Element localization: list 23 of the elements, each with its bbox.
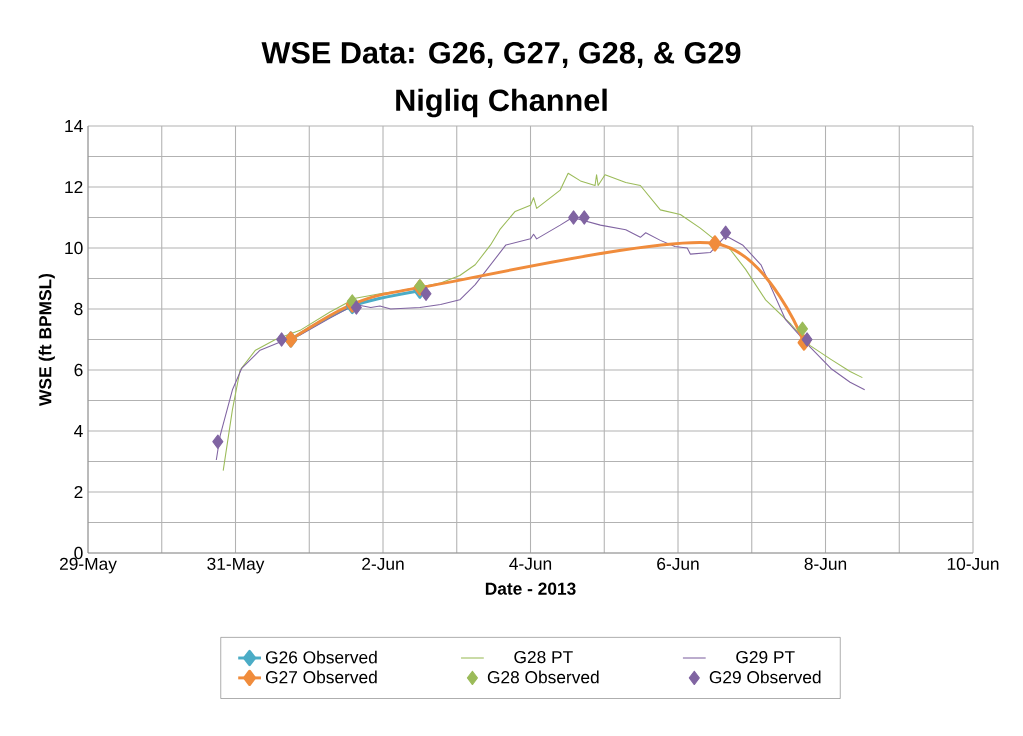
legend-label: G28 PT bbox=[514, 650, 573, 664]
x-tick-label: 4-Jun bbox=[509, 557, 552, 570]
legend-label: G28 Observed bbox=[487, 670, 599, 684]
y-tick-label: 6 bbox=[74, 363, 83, 377]
y-tick-label: 2 bbox=[74, 485, 83, 499]
legend-label: G26 Observed bbox=[265, 650, 377, 664]
chart-title: WSE Data: G26, G27, G28, & G29 bbox=[261, 41, 741, 69]
legend-label: G27 Observed bbox=[265, 670, 377, 684]
legend-label: G29 PT bbox=[736, 650, 795, 664]
x-tick-label: 10-Jun bbox=[947, 557, 999, 570]
y-tick-label: 10 bbox=[65, 241, 83, 255]
y-axis-title: WSE (ft BPMSL) bbox=[38, 273, 55, 406]
y-tick-label: 14 bbox=[65, 120, 83, 132]
y-tick-label: 4 bbox=[74, 425, 83, 437]
y-tick-label: 8 bbox=[74, 302, 83, 316]
x-axis-title: Date - 2013 bbox=[485, 582, 576, 595]
x-tick-label: 31-May bbox=[207, 557, 265, 574]
legend-label: G29 Observed bbox=[709, 670, 821, 684]
x-tick-label: 8-Jun bbox=[804, 557, 847, 570]
chart-subtitle: Nigliq Channel bbox=[396, 88, 607, 118]
x-tick-label: 6-Jun bbox=[657, 557, 699, 570]
y-tick-label: 12 bbox=[65, 180, 83, 194]
x-tick-label: 2-Jun bbox=[362, 557, 404, 570]
